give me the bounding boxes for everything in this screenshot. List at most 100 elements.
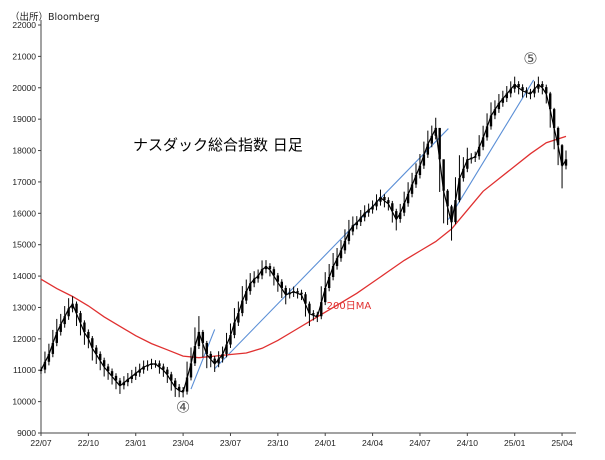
- y-tick-label: 11000: [13, 365, 36, 375]
- price-candle-body: [537, 84, 540, 89]
- price-candle-body: [493, 109, 497, 116]
- price-candle-body: [51, 342, 55, 354]
- price-candle-body: [272, 269, 276, 276]
- y-tick-label: 20000: [12, 83, 36, 93]
- price-candle-body: [347, 231, 351, 241]
- price-candle-body: [213, 358, 216, 364]
- price-candle-body: [560, 145, 564, 166]
- price-candle-body: [335, 258, 339, 267]
- price-candle-body: [154, 363, 157, 365]
- price-candle-body: [256, 275, 260, 279]
- price-candle-body: [442, 159, 445, 191]
- price-candle-body: [185, 377, 189, 392]
- price-candle-body: [525, 90, 528, 92]
- price-candle-body: [201, 331, 205, 343]
- price-candle-body: [395, 211, 398, 219]
- price-candle-body: [316, 314, 319, 317]
- y-tick-label: 9000: [17, 428, 36, 438]
- price-candle-body: [485, 126, 489, 138]
- price-candle-body: [118, 380, 122, 386]
- price-candle-body: [450, 206, 453, 223]
- price-candle-body: [454, 200, 457, 223]
- price-candle-body: [355, 222, 358, 226]
- price-candle-body: [430, 135, 433, 144]
- price-candle-body: [150, 363, 153, 365]
- price-candle-body: [71, 303, 74, 309]
- price-candle-body: [312, 313, 315, 315]
- price-candle-body: [252, 278, 256, 284]
- price-candle-body: [162, 366, 165, 370]
- price-candle-body: [371, 206, 374, 210]
- price-candle-body: [521, 87, 524, 91]
- price-candle-body: [327, 277, 331, 289]
- price-candle-body: [474, 156, 477, 158]
- y-tick-label: 10000: [12, 397, 36, 407]
- price-candle-body: [130, 375, 133, 380]
- price-candle-body: [225, 344, 228, 354]
- price-candle-body: [406, 193, 410, 204]
- price-candle-body: [95, 347, 98, 354]
- price-candle-body: [414, 175, 418, 185]
- price-candle-body: [276, 275, 280, 282]
- price-candle-body: [402, 203, 406, 213]
- price-candle-body: [556, 127, 560, 146]
- plot-frame: [40, 20, 576, 434]
- price-candle-body: [410, 184, 414, 194]
- price-candle-body: [99, 353, 102, 361]
- price-candle-body: [375, 201, 378, 207]
- price-candle-body: [296, 291, 299, 293]
- price-candle-body: [300, 292, 303, 295]
- price-candle-body: [545, 87, 548, 94]
- x-tick-label: 24/07: [409, 438, 431, 448]
- price-candle-body: [434, 127, 437, 136]
- price-candle-body: [264, 266, 268, 270]
- price-candle-body: [181, 390, 185, 392]
- price-candle-body: [343, 240, 347, 251]
- price-candle-body: [351, 225, 355, 232]
- x-tick-label: 24/04: [362, 438, 384, 448]
- price-candle-body: [59, 324, 62, 332]
- x-tick-label: 23/07: [220, 438, 242, 448]
- price-candle-body: [391, 203, 394, 212]
- x-tick-label: 24/01: [315, 438, 337, 448]
- price-candle-body: [363, 212, 366, 218]
- y-tick-label: 19000: [12, 114, 36, 124]
- price-candle-body: [481, 137, 485, 147]
- source-note: （出所）Bloomberg: [10, 11, 100, 23]
- annotations: 200日MA ④ ⑤: [176, 49, 538, 416]
- y-tick-label: 17000: [12, 177, 36, 187]
- price-candle-body: [189, 363, 193, 378]
- price-candle-body: [205, 342, 208, 354]
- price-candle-body: [158, 363, 161, 367]
- price-candle-body: [170, 374, 173, 381]
- price-candle-body: [509, 88, 512, 94]
- price-candle-body: [513, 84, 516, 89]
- ma-series: [40, 135, 567, 359]
- price-candle-body: [426, 143, 430, 155]
- price-series: [39, 76, 568, 398]
- ma-label: 200日MA: [327, 301, 372, 312]
- price-candle-body: [217, 358, 220, 364]
- y-tick-label: 21000: [12, 51, 36, 61]
- price-candle-body: [146, 364, 149, 367]
- price-candle-body: [55, 331, 58, 343]
- price-candle-body: [75, 303, 78, 314]
- y-tick-label: 18000: [12, 146, 36, 156]
- price-candle-body: [549, 93, 552, 110]
- price-candle-body: [339, 250, 343, 259]
- price-candle-body: [324, 288, 327, 303]
- price-candle-body: [268, 266, 272, 270]
- price-candle-body: [489, 115, 493, 127]
- trendline: [214, 128, 449, 370]
- price-candle-body: [209, 353, 212, 359]
- ma-line: [40, 135, 567, 359]
- price-candle-body: [221, 353, 224, 359]
- price-candle-body: [142, 366, 145, 370]
- price-candle-body: [399, 212, 402, 219]
- wave-label: ④: [176, 398, 190, 417]
- trendlines: [190, 79, 535, 390]
- price-candle-body: [67, 308, 70, 317]
- price-candle-body: [39, 369, 43, 372]
- x-tick-label: 24/10: [457, 438, 479, 448]
